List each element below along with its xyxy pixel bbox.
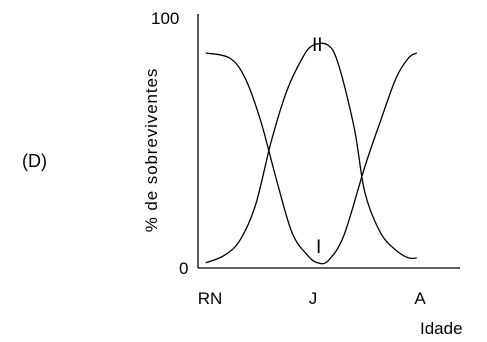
y-tick-0: 0 (179, 259, 188, 278)
x-tick-rn: RN (198, 289, 223, 308)
y-tick-100: 100 (151, 9, 179, 28)
x-tick-a: A (414, 289, 426, 308)
y-axis-label: % de sobreviventes (142, 68, 161, 233)
plot-area (205, 42, 418, 265)
x-axis-label: Idade (420, 319, 463, 338)
curve-label-ii: II (312, 35, 323, 56)
x-tick-j: J (309, 289, 318, 308)
curve-label-i: I (316, 237, 321, 258)
panel-label: (D) (22, 151, 47, 171)
curve-i-line (205, 52, 418, 265)
curve-ii-line (205, 42, 417, 264)
